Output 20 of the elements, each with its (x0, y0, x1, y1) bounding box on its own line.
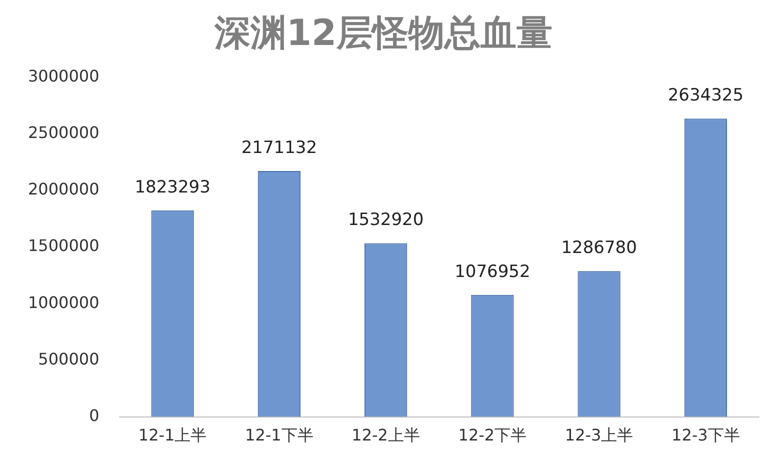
data-label: 2634325 (668, 86, 744, 106)
x-tick-label: 12-1下半 (245, 426, 314, 445)
data-label: 1532920 (348, 210, 424, 230)
chart-title: 深渊12层怪物总血量 (213, 12, 553, 54)
x-tick-label: 12-3下半 (672, 426, 740, 445)
y-tick-label: 3000000 (28, 66, 100, 86)
x-tick-label: 12-1上半 (138, 426, 207, 445)
data-label: 1823293 (134, 177, 210, 198)
y-tick-label: 2000000 (28, 180, 100, 199)
y-tick-label: 500000 (38, 349, 100, 368)
x-tick-label: 12-2上半 (352, 426, 420, 445)
x-tick-label: 12-2下半 (458, 426, 527, 445)
data-label: 1076952 (454, 262, 530, 282)
y-tick-label: 1500000 (28, 236, 100, 256)
data-label: 2171132 (241, 138, 318, 158)
data-label: 1286780 (561, 238, 637, 258)
y-tick-label: 1000000 (28, 292, 100, 312)
y-tick-label: 2500000 (28, 122, 100, 142)
x-tick-label: 12-3上半 (564, 426, 634, 445)
y-tick-label: 0 (89, 406, 100, 425)
